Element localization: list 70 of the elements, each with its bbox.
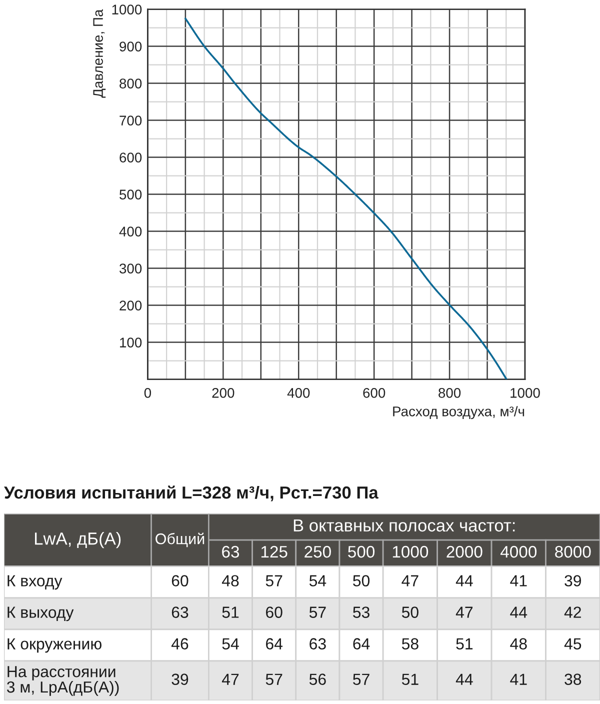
x-tick-label: 125 <box>261 546 288 558</box>
data-label: 57 <box>353 674 370 685</box>
x-tick-label: 800 <box>438 388 461 398</box>
y-tick-label: 500 <box>120 190 142 200</box>
data-label: 42 <box>564 606 581 618</box>
y-tick-label: 400 <box>119 226 142 236</box>
y-tick-label: 200 <box>120 300 142 310</box>
y-axis-title: Давление, Па <box>93 9 106 98</box>
data-label: 60 <box>172 575 188 586</box>
x-tick-label: 8000 <box>555 546 591 558</box>
x-tick-label: 63 <box>222 546 240 558</box>
data-label: 46 <box>171 638 188 650</box>
data-label: 48 <box>510 638 527 650</box>
data-label: 60 <box>266 606 282 618</box>
x-axis-title: Расход воздуха, м³/ч <box>393 406 524 420</box>
x-tick-label: 500 <box>348 546 375 558</box>
data-label: 41 <box>510 674 527 685</box>
data-label: 57 <box>309 606 326 618</box>
chart-title: Условия испытаний L=328 м³/ч, Рст.=730 Па <box>4 486 378 502</box>
data-label: 57 <box>266 575 282 586</box>
x-tick-label: 1000 <box>510 388 540 398</box>
data-label: 51 <box>222 606 239 618</box>
x-tick-label: 250 <box>304 546 331 558</box>
y-tick-label: 300 <box>120 264 142 274</box>
data-label: 64 <box>353 638 370 650</box>
y-tick-label: 700 <box>120 116 142 126</box>
data-label: 54 <box>309 575 326 586</box>
data-label: 48 <box>222 575 239 586</box>
data-label: 44 <box>510 606 528 618</box>
data-label: 41 <box>510 575 527 586</box>
y-axis-title: LwA, дБ(A) <box>35 532 121 548</box>
data-label: 50 <box>353 575 370 586</box>
data-label: 45 <box>564 638 582 650</box>
x-axis-title: В октавных полосах частот: <box>294 519 515 532</box>
data-label: 51 <box>402 674 418 685</box>
x-tick-label: 600 <box>363 388 386 398</box>
x-tick-label: 1000 <box>392 546 428 558</box>
data-label: 56 <box>309 674 326 685</box>
y-tick-label: 800 <box>120 78 142 88</box>
data-label: 50 <box>402 606 418 618</box>
data-label: 51 <box>456 638 473 650</box>
x-tick-label: 4000 <box>500 546 537 558</box>
y-tick-label: 600 <box>120 152 142 162</box>
data-label: 47 <box>456 606 473 618</box>
data-label: 63 <box>172 606 188 618</box>
y-tick-label: 900 <box>120 42 142 52</box>
y-tick-label: К окружению <box>8 638 102 653</box>
y-tick-label: 100 <box>120 338 142 348</box>
data-label: 53 <box>353 606 370 618</box>
data-label: 39 <box>564 575 582 586</box>
data-label: 38 <box>564 674 582 685</box>
x-tick-label: 200 <box>212 388 234 398</box>
data-label: 44 <box>456 674 473 685</box>
data-label: 47 <box>222 674 239 685</box>
data-label: 58 <box>402 638 418 650</box>
x-tick-label: Общий <box>156 532 204 548</box>
y-tick-label: На расстоянии 3 м, LpA(дБ(A)) <box>6 666 119 696</box>
y-tick-label: 1000 <box>112 4 142 14</box>
x-tick-label: 400 <box>287 388 310 398</box>
data-label: 54 <box>222 638 239 650</box>
x-tick-label: 0 <box>144 388 152 398</box>
x-tick-label: 2000 <box>446 546 482 558</box>
data-label: 63 <box>310 638 326 650</box>
data-label: 47 <box>402 575 418 586</box>
y-tick-label: К входу <box>8 575 62 590</box>
y-tick-label: К выходу <box>8 606 74 622</box>
data-label: 39 <box>172 674 188 685</box>
data-label: 44 <box>456 575 473 586</box>
data-label: 64 <box>266 638 283 650</box>
data-label: 57 <box>266 674 282 685</box>
